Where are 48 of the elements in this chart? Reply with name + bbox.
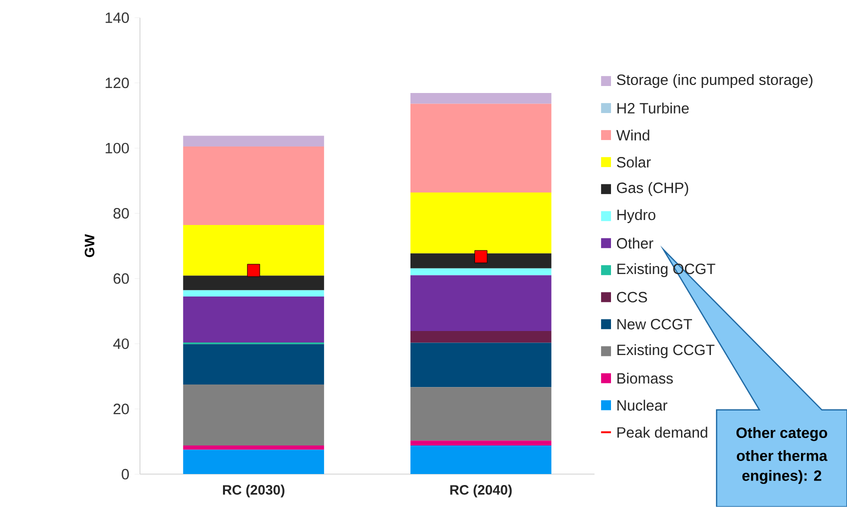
y-tick-label: 140 xyxy=(106,12,129,24)
bar xyxy=(410,275,552,332)
bar xyxy=(183,384,324,446)
bar xyxy=(410,387,552,441)
y-tick-label: 0 xyxy=(122,469,129,480)
bar xyxy=(183,296,324,343)
bar xyxy=(410,254,552,269)
legend-label: Gas (CHP) xyxy=(616,182,688,196)
bar xyxy=(183,450,324,474)
x-tick-label: RC (2030) xyxy=(223,484,284,498)
y-tick-label: 100 xyxy=(106,142,129,154)
legend-label: Storage (inc pumped storage) xyxy=(616,74,812,88)
legend-label: Peak demand xyxy=(617,426,708,438)
bar xyxy=(183,290,324,297)
x-tick-label: RC (2040) xyxy=(450,484,512,498)
bar xyxy=(183,136,324,147)
legend-label: Hydro xyxy=(617,209,656,224)
text: other therma xyxy=(736,450,828,462)
bar xyxy=(410,104,552,193)
legend-label: CCS xyxy=(616,292,648,303)
bar xyxy=(410,342,552,388)
bar xyxy=(183,276,324,290)
text: engines): 2 xyxy=(742,470,822,484)
legend-label: Wind xyxy=(616,130,650,141)
bar xyxy=(410,268,552,276)
y-tick-label: 40 xyxy=(113,338,129,350)
text: Other catego xyxy=(736,427,828,442)
bar xyxy=(183,344,324,385)
bar xyxy=(183,146,324,226)
legend-label: H2 Turbine xyxy=(617,102,689,114)
legend-label: New CCGT xyxy=(617,319,692,330)
bar xyxy=(183,225,324,276)
legend-label: Other xyxy=(616,238,654,249)
legend-label: Nuclear xyxy=(617,400,668,411)
y-tick-label: 120 xyxy=(106,78,129,88)
bar xyxy=(410,331,552,343)
bar xyxy=(410,192,552,254)
bar xyxy=(410,440,552,446)
legend-label: Biomass xyxy=(617,372,673,384)
bar xyxy=(183,446,324,450)
y-tick-label: 20 xyxy=(114,404,129,414)
y-axis-title: GW xyxy=(84,234,94,258)
legend-label: Solar xyxy=(616,156,651,168)
y-tick-label: 80 xyxy=(114,208,129,219)
y-tick-label: 60 xyxy=(114,273,129,284)
bar xyxy=(410,446,552,474)
bar xyxy=(410,93,552,104)
legend-label: Existing CCGT xyxy=(617,344,714,358)
